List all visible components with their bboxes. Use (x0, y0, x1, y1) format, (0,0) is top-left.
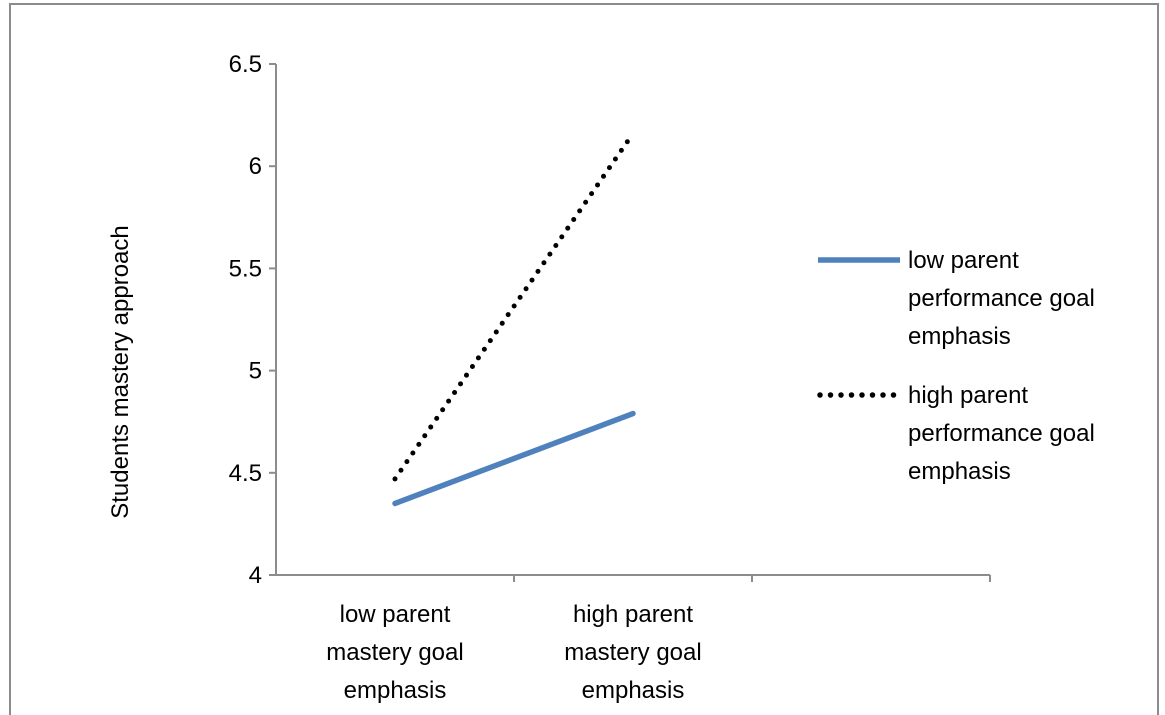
series-line-high-performance (392, 130, 636, 482)
legend-label: performance goal (908, 420, 1095, 447)
x-category-label: mastery goal (326, 639, 463, 666)
y-tick-label: 5.5 (229, 255, 262, 282)
chart-frame (9, 3, 1159, 715)
legend-label: high parent (908, 382, 1028, 409)
y-tick-label: 6 (249, 153, 262, 180)
x-category-label: high parent (573, 601, 693, 628)
y-axis-title: Students mastery approach (107, 225, 134, 519)
legend-label: performance goal (908, 285, 1095, 312)
series-line-low-performance (392, 410, 636, 507)
y-tick-label: 6.5 (229, 51, 262, 78)
y-ticks: 4 4.5 5 5.5 6 6.5 (229, 51, 276, 589)
legend-label: low parent (908, 247, 1019, 274)
series-lines (392, 130, 636, 507)
x-category-label: emphasis (344, 677, 447, 704)
axes (275, 64, 991, 582)
y-tick-label: 4 (249, 562, 262, 589)
x-category-label: mastery goal (564, 639, 701, 666)
x-category-label: low parent (340, 601, 451, 628)
y-tick-label: 4.5 (229, 460, 262, 487)
legend-label: emphasis (908, 458, 1011, 485)
x-category-label: emphasis (582, 677, 685, 704)
y-tick-label: 5 (249, 358, 262, 385)
legend: low parent performance goal emphasis high p… (817, 247, 1095, 485)
x-categories: low parent mastery goal emphasis high paren… (326, 601, 701, 704)
legend-label: emphasis (908, 323, 1011, 350)
